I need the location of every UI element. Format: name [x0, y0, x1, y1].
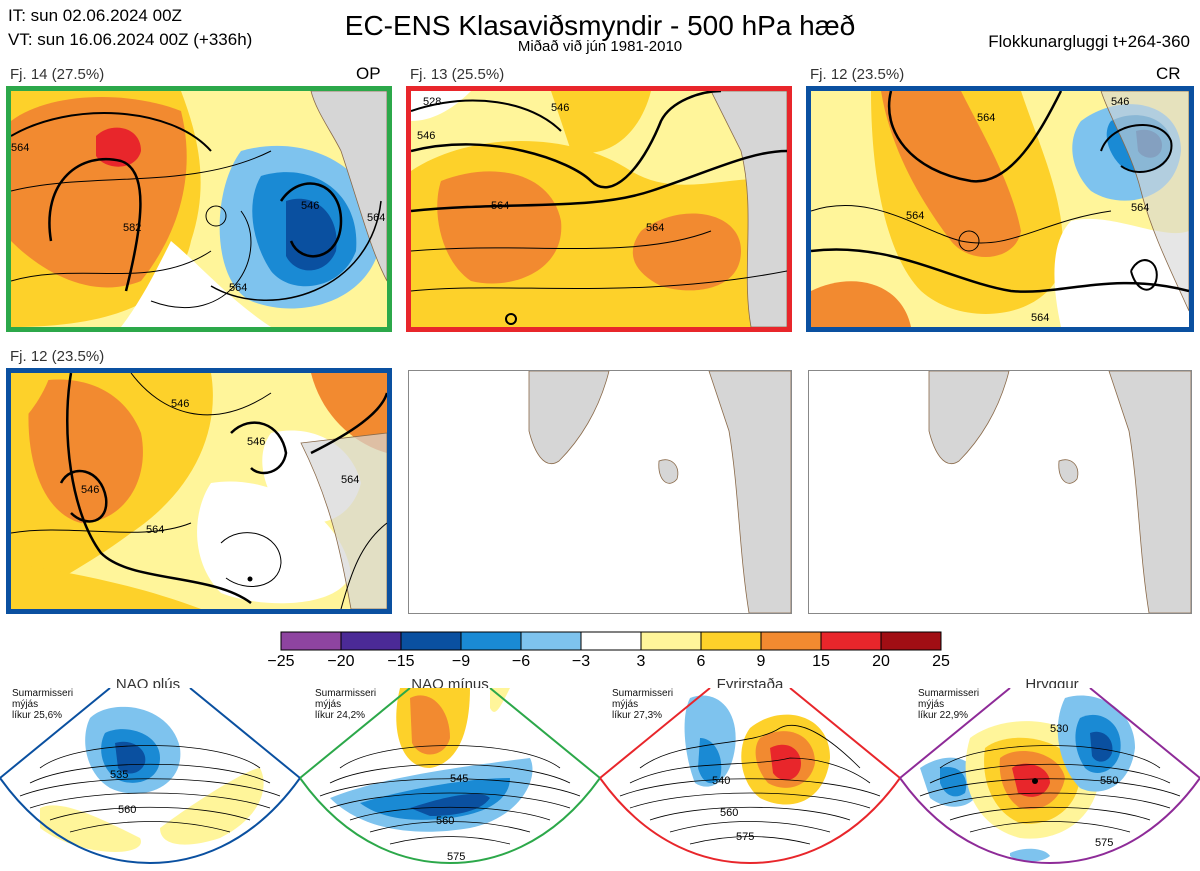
empty-map-5	[528, 371, 791, 613]
valid-time: VT: sun 16.06.2024 00Z (+336h)	[8, 30, 253, 49]
colorbar-swatch	[340, 631, 402, 651]
panel-1-contour-2: 582	[123, 222, 141, 234]
colorbar	[280, 631, 942, 651]
panel-3-contour-1: 564	[977, 112, 995, 124]
panel-1-contour-4: 564	[229, 282, 247, 294]
panel-3-label: Fj. 12 (23.5%)	[810, 66, 905, 83]
colorbar-swatch	[760, 631, 822, 651]
empty-panel-5	[408, 370, 792, 614]
cluster-panel-4: 546 546 546 564 564	[6, 368, 392, 614]
panel-2-contour-4: 564	[646, 222, 664, 234]
page-subtitle: Miðað við jún 1981-2010	[517, 38, 683, 55]
regime-4-contour-1: 530	[1050, 723, 1068, 735]
panel-1-contour-3: 546	[301, 200, 319, 212]
regime-map-3: 540 560 575	[600, 688, 900, 865]
panel-3-tag: CR	[1156, 64, 1181, 83]
regime-3-contour-1: 540	[712, 775, 730, 787]
initial-time: IT: sun 02.06.2024 00Z	[8, 6, 182, 25]
colorbar-swatch	[400, 631, 462, 651]
colorbar-swatch	[700, 631, 762, 651]
regime-2-note: Sumarmisseri mýjás líkur 24,2%	[315, 688, 377, 721]
colorbar-tick-label: 9	[756, 653, 766, 670]
regime-1-note: Sumarmisseri mýjás líkur 25,6%	[12, 688, 74, 721]
regime-3-contour-3: 575	[736, 831, 754, 843]
regime-2-contour-2: 560	[436, 815, 454, 827]
cluster-panel-2: 528 546 564 564 546	[406, 86, 792, 332]
colorbar-swatch	[580, 631, 642, 651]
colorbar-swatch	[460, 631, 522, 651]
regime-2-contour-3: 575	[447, 851, 465, 863]
colorbar-tick-label: −6	[511, 653, 531, 670]
classification-window: Flokkunargluggi t+264-360	[988, 32, 1190, 51]
panel-4-contour-5: 564	[341, 474, 359, 486]
colorbar-tick-label: −15	[387, 653, 415, 670]
colorbar-tick-label: −25	[267, 653, 295, 670]
empty-map-6	[928, 371, 1191, 613]
panel-4-contour-2: 546	[171, 398, 189, 410]
regime-map-2: 545 560 575	[300, 688, 600, 865]
colorbar-tick-label: 20	[872, 653, 890, 670]
colorbar-tick-label: 6	[696, 653, 706, 670]
colorbar-tick-label: −3	[571, 653, 591, 670]
colorbar-swatch	[640, 631, 702, 651]
panel-4-contour-1: 546	[81, 484, 99, 496]
cluster-panel-1: 564 582 546 564 564	[6, 86, 392, 332]
cluster-map-1: 564 582 546 564 564	[11, 91, 387, 327]
panel-1-tag: OP	[356, 64, 381, 83]
panel-2-contour-5: 546	[551, 102, 569, 114]
panel-3-contour-2: 564	[906, 210, 924, 222]
colorbar-swatch	[280, 631, 342, 651]
panel-4-label: Fj. 12 (23.5%)	[10, 348, 105, 365]
regime-4-contour-3: 575	[1095, 837, 1113, 849]
colorbar-tick-label: −9	[451, 653, 471, 670]
colorbar-tick-label: 15	[812, 653, 830, 670]
panel-4-contour-3: 546	[247, 436, 265, 448]
regime-4-contour-2: 550	[1100, 775, 1118, 787]
empty-panel-6	[808, 370, 1192, 614]
colorbar-tick-label: −20	[327, 653, 355, 670]
regime-map-4: 530 550 575	[900, 688, 1200, 865]
panel-2-contour-2: 546	[417, 130, 435, 142]
cluster-panel-3: 564 564 564 546 564	[806, 86, 1194, 332]
regime-map-1: 535 560	[0, 688, 300, 865]
panel-1-label: Fj. 14 (27.5%)	[10, 66, 105, 83]
panel-2-label: Fj. 13 (25.5%)	[410, 66, 505, 83]
regime-3-note: Sumarmisseri mýjás líkur 27,3%	[612, 688, 674, 721]
panel-1-contour-1: 564	[11, 142, 29, 154]
regime-2-contour-1: 545	[450, 773, 468, 785]
panel-2-contour-1: 528	[423, 96, 441, 108]
panel-1-contour-5: 564	[367, 212, 385, 224]
colorbar-swatch	[820, 631, 882, 651]
colorbar-tick-label: 3	[636, 653, 646, 670]
panel-3-contour-5: 564	[1031, 312, 1049, 324]
regime-1-contour-1: 535	[110, 769, 128, 781]
colorbar-tick-label: 25	[932, 653, 950, 670]
panel-3-contour-4: 546	[1111, 96, 1129, 108]
colorbar-swatch	[880, 631, 942, 651]
regime-4-note: Sumarmisseri mýjás líkur 22,9%	[918, 688, 980, 721]
regime-3-contour-2: 560	[720, 807, 738, 819]
cluster-map-4: 546 546 546 564 564	[11, 373, 387, 609]
panel-4-contour-4: 564	[146, 524, 164, 536]
page-title: EC-ENS Klasaviðsmyndir - 500 hPa hæð	[344, 10, 856, 41]
regime-1-contour-2: 560	[118, 804, 136, 816]
cluster-map-3: 564 564 564 546 564	[811, 91, 1189, 327]
colorbar-swatch	[520, 631, 582, 651]
panel-2-contour-3: 564	[491, 200, 509, 212]
panel-3-contour-3: 564	[1131, 202, 1149, 214]
cluster-map-2: 528 546 564 564 546	[411, 91, 787, 327]
